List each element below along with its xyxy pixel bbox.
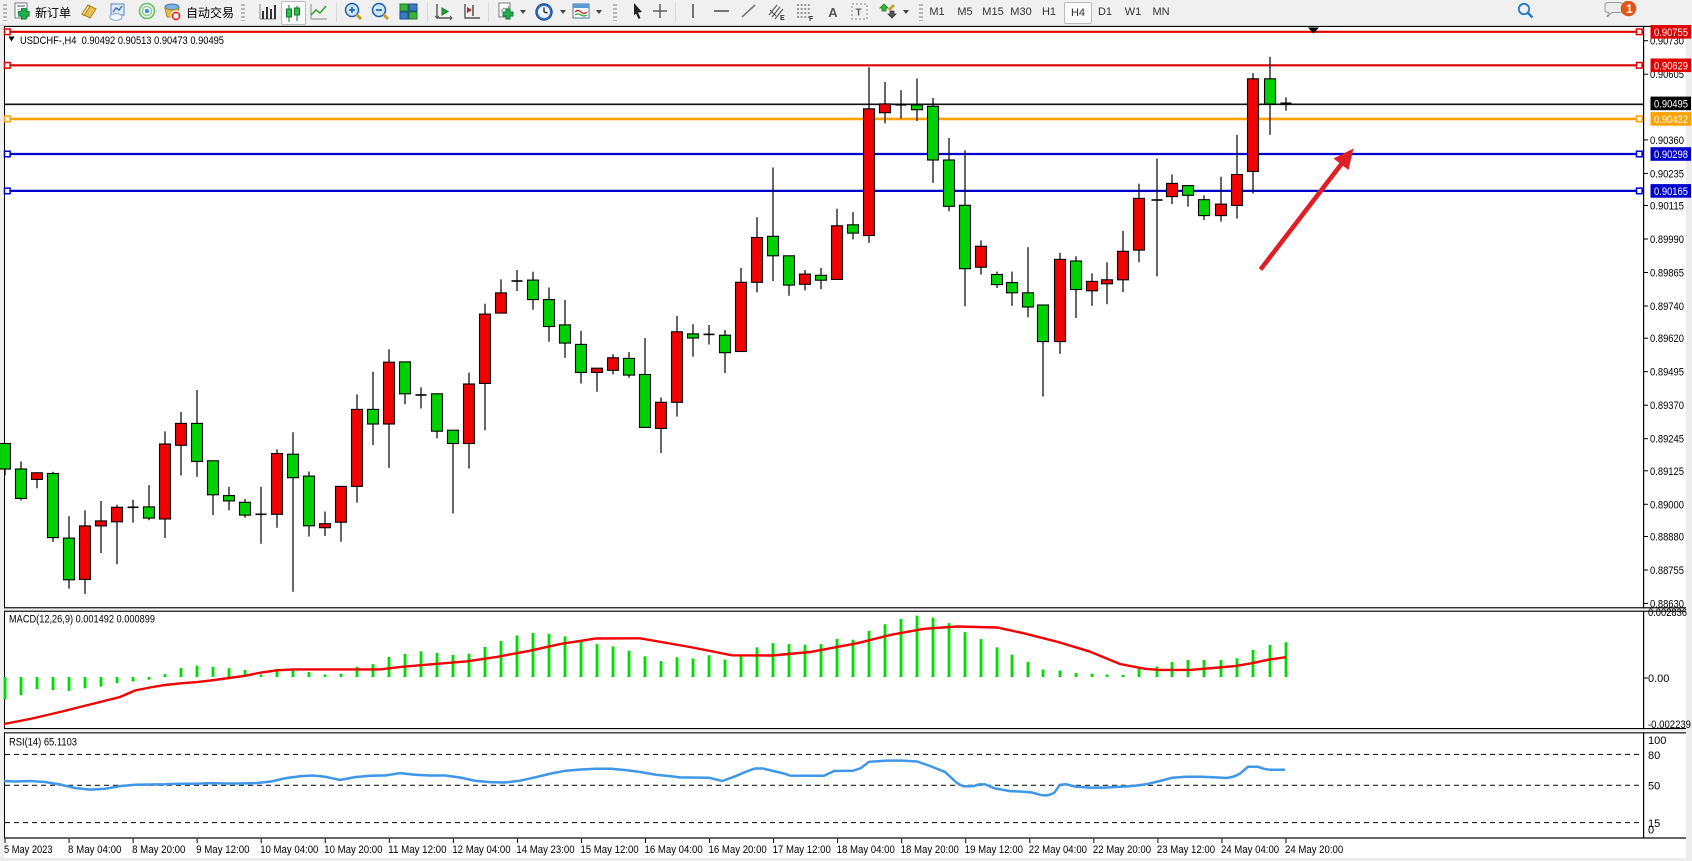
svg-text:0.90495: 0.90495	[1654, 98, 1688, 110]
svg-text:18 May 20:00: 18 May 20:00	[901, 844, 959, 856]
svg-text:50: 50	[1648, 781, 1660, 793]
svg-text:0.89990: 0.89990	[1650, 234, 1684, 246]
svg-text:E: E	[780, 15, 785, 22]
svg-text:1: 1	[1626, 2, 1633, 16]
svg-text:15: 15	[1648, 818, 1660, 830]
svg-text:5 May 2023: 5 May 2023	[4, 844, 53, 856]
svg-text:18 May 04:00: 18 May 04:00	[837, 844, 895, 856]
svg-text:0.90360: 0.90360	[1650, 135, 1684, 147]
svg-text:USDCHF-,H4 0.90492 0.90513 0.: USDCHF-,H4 0.90492 0.90513 0.90473 0.904…	[20, 35, 224, 47]
svg-text:0.002836: 0.002836	[1648, 607, 1687, 619]
svg-text:0.90115: 0.90115	[1650, 201, 1684, 213]
svg-text:10 May 20:00: 10 May 20:00	[324, 844, 382, 856]
svg-text:22 May 20:00: 22 May 20:00	[1093, 844, 1151, 856]
svg-text:F: F	[809, 16, 814, 23]
svg-text:24 May 04:00: 24 May 04:00	[1221, 844, 1279, 856]
svg-text:100: 100	[1648, 735, 1666, 747]
svg-text:14 May 23:00: 14 May 23:00	[516, 844, 574, 856]
svg-text:-0.002239: -0.002239	[1648, 719, 1691, 731]
svg-text:0.90298: 0.90298	[1654, 149, 1688, 161]
svg-text:0.89620: 0.89620	[1650, 333, 1684, 345]
svg-text:0.88880: 0.88880	[1650, 532, 1684, 544]
svg-text:MACD(12,26,9) 0.001492 0.00089: MACD(12,26,9) 0.001492 0.000899	[9, 614, 155, 626]
svg-text:0.88630: 0.88630	[1650, 599, 1684, 611]
svg-text:16 May 20:00: 16 May 20:00	[709, 844, 767, 856]
svg-text:10 May 04:00: 10 May 04:00	[260, 844, 318, 856]
svg-text:0.89370: 0.89370	[1650, 400, 1684, 412]
svg-text:9 May 12:00: 9 May 12:00	[196, 844, 249, 856]
svg-text:0.89125: 0.89125	[1650, 466, 1684, 478]
svg-text:0.89740: 0.89740	[1650, 301, 1684, 313]
svg-text:15 May 12:00: 15 May 12:00	[580, 844, 638, 856]
svg-text:0.90605: 0.90605	[1650, 69, 1684, 81]
svg-text:0.88755: 0.88755	[1650, 565, 1684, 577]
svg-text:19 May 12:00: 19 May 12:00	[965, 844, 1023, 856]
svg-text:0.90235: 0.90235	[1650, 168, 1684, 180]
svg-text:0.89000: 0.89000	[1650, 499, 1684, 511]
svg-text:8 May 04:00: 8 May 04:00	[68, 844, 121, 856]
svg-text:0.90432: 0.90432	[1654, 114, 1688, 126]
svg-text:17 May 12:00: 17 May 12:00	[773, 844, 831, 856]
svg-text:16 May 04:00: 16 May 04:00	[645, 844, 703, 856]
svg-text:0.90755: 0.90755	[1654, 27, 1688, 39]
svg-text:80: 80	[1648, 750, 1660, 762]
svg-text:23 May 12:00: 23 May 12:00	[1157, 844, 1215, 856]
svg-text:0: 0	[1648, 825, 1654, 837]
svg-text:0.00: 0.00	[1648, 673, 1669, 685]
svg-text:11 May 12:00: 11 May 12:00	[388, 844, 446, 856]
svg-text:T: T	[856, 8, 862, 19]
svg-text:22 May 04:00: 22 May 04:00	[1029, 844, 1087, 856]
svg-text:8 May 20:00: 8 May 20:00	[132, 844, 185, 856]
svg-text:0.89245: 0.89245	[1650, 434, 1684, 446]
svg-text:0.90165: 0.90165	[1654, 186, 1688, 198]
svg-text:0.90629: 0.90629	[1654, 60, 1688, 72]
svg-text:0.90730: 0.90730	[1650, 36, 1684, 48]
svg-text:RSI(14) 65.1103: RSI(14) 65.1103	[9, 737, 77, 749]
svg-text:12 May 04:00: 12 May 04:00	[452, 844, 510, 856]
svg-text:0.89865: 0.89865	[1650, 268, 1684, 280]
svg-text:24 May 20:00: 24 May 20:00	[1285, 844, 1343, 856]
svg-text:0.89495: 0.89495	[1650, 367, 1684, 379]
